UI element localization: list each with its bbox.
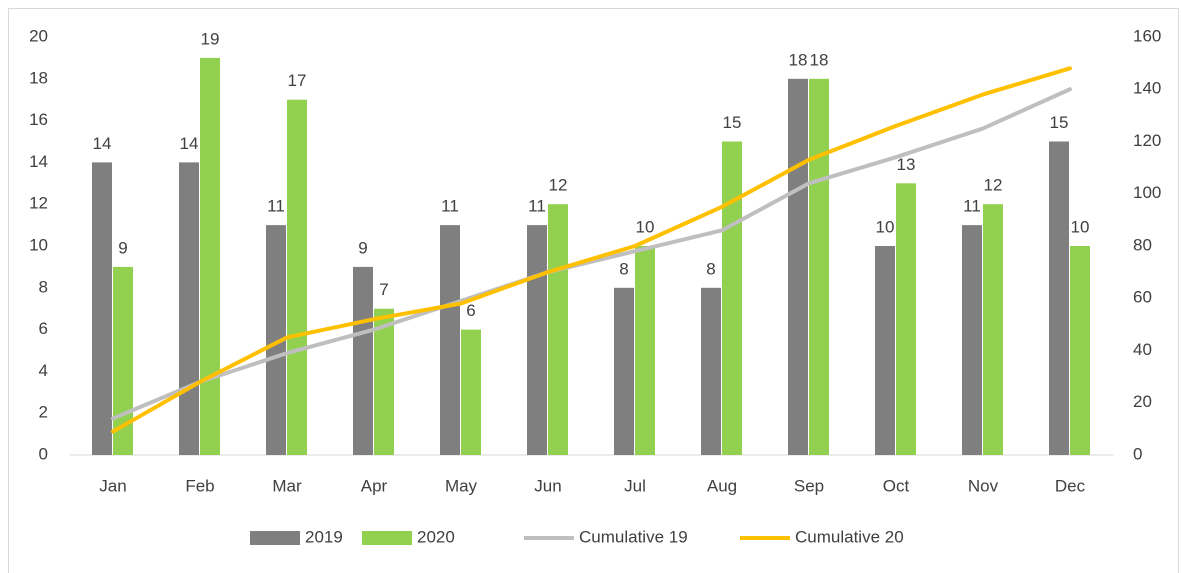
y2-tick-label: 100 [1133,183,1161,202]
bar [788,78,808,456]
data-label: 14 [180,134,199,153]
data-label: 8 [619,259,628,278]
y-tick-label: 20 [29,26,48,45]
y-tick-label: 2 [39,403,48,422]
data-label: 10 [876,217,895,236]
bar [809,78,829,456]
x-tick-label: Dec [1055,476,1086,495]
bar [113,266,133,455]
y2-tick-label: 120 [1133,131,1161,150]
data-label: 10 [1071,217,1090,236]
y2-tick-label: 140 [1133,79,1161,98]
data-label: 11 [528,197,546,216]
x-tick-label: May [445,476,478,495]
chart-frame [8,8,1179,573]
data-label: 15 [723,113,742,132]
data-label: 11 [267,197,285,216]
x-tick-label: Sep [794,476,824,495]
bar [962,225,982,455]
y2-tick-label: 80 [1133,235,1152,254]
x-tick-label: Nov [968,476,999,495]
bar [1070,246,1090,455]
x-tick-label: Jul [624,476,646,495]
bar [983,204,1003,455]
bar [353,266,373,455]
data-label: 6 [466,301,475,320]
data-label: 19 [201,29,220,48]
bar [614,287,634,455]
bar [287,99,307,455]
bar [92,162,112,455]
y2-tick-label: 20 [1133,392,1152,411]
y-tick-label: 8 [39,277,48,296]
data-label: 9 [358,238,367,257]
bar [875,246,895,455]
x-tick-label: Mar [272,476,302,495]
legend-label: 2020 [417,527,455,546]
y-tick-label: 0 [39,444,48,463]
bar [266,225,286,455]
data-label: 9 [118,238,127,257]
line [111,66,1072,434]
data-label: 10 [636,217,655,236]
data-label: 12 [549,176,568,195]
y-tick-label: 16 [29,110,48,129]
bar [896,183,916,456]
y-tick-label: 18 [29,68,48,87]
y-tick-label: 12 [29,194,48,213]
bar [635,246,655,455]
bar [374,308,394,455]
legend-label: Cumulative 19 [579,527,688,546]
y2-tick-label: 0 [1133,444,1142,463]
data-label: 18 [789,50,808,69]
data-label: 12 [984,176,1003,195]
x-tick-label: Aug [707,476,737,495]
data-label: 7 [379,280,388,299]
bar [461,329,481,455]
bar [200,57,220,456]
y2-tick-label: 40 [1133,340,1152,359]
bar [722,141,742,455]
bar [440,225,460,455]
legend-label: Cumulative 20 [795,527,904,546]
data-label: 11 [441,197,459,216]
data-label: 17 [288,71,307,90]
bar [1049,141,1069,455]
y-tick-label: 4 [39,361,48,380]
data-label: 18 [810,50,829,69]
data-label: 8 [706,259,715,278]
y-tick-label: 14 [29,152,48,171]
y-tick-label: 10 [29,235,48,254]
data-label: 15 [1050,113,1069,132]
bar [701,287,721,455]
x-tick-label: Feb [185,476,214,495]
y2-tick-label: 60 [1133,288,1152,307]
x-tick-label: Oct [883,476,910,495]
bar [527,225,547,455]
line [111,87,1072,421]
data-label: 13 [897,155,916,174]
x-tick-label: Jun [534,476,561,495]
data-label: 14 [93,134,112,153]
legend-swatch [362,531,412,545]
legend-label: 2019 [305,527,343,546]
x-tick-label: Apr [361,476,388,495]
x-tick-label: Jan [99,476,126,495]
legend-swatch [250,531,300,545]
bar [179,162,199,455]
y-tick-label: 6 [39,319,48,338]
bar [548,204,568,455]
data-label: 11 [963,197,981,216]
y2-tick-label: 160 [1133,26,1161,45]
